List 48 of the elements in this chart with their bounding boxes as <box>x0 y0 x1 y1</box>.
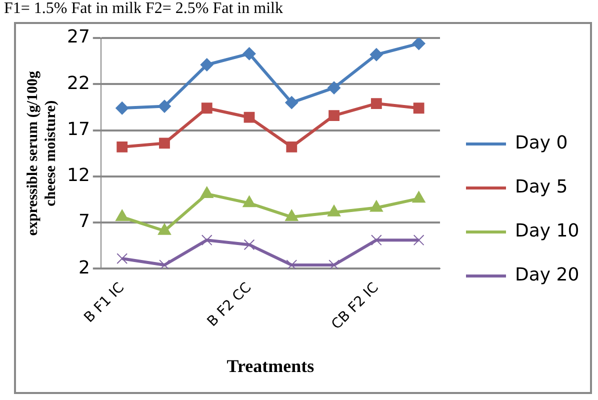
point <box>116 210 129 222</box>
point <box>413 234 424 246</box>
point <box>370 98 382 109</box>
y-axis-title: expressible serum (g/100g cheese moisture) <box>24 70 59 236</box>
x-tick-label: B F2 CC <box>204 280 255 330</box>
y-tick-label: 27 <box>67 26 90 48</box>
point <box>370 234 382 246</box>
point <box>328 110 340 121</box>
point <box>327 204 341 216</box>
text: F1= 1.5% Fat in milk F2= 2.5% Fat in milk <box>4 0 283 18</box>
point <box>328 81 341 94</box>
y-tick-label: 2 <box>78 257 90 278</box>
point <box>116 141 128 152</box>
point <box>242 196 256 208</box>
point <box>370 48 383 62</box>
point <box>158 223 172 235</box>
point <box>328 260 340 269</box>
point <box>201 234 212 246</box>
point <box>159 138 170 149</box>
x-tick-label: CB F2 IC <box>328 280 382 333</box>
point <box>370 200 383 212</box>
point <box>159 260 170 269</box>
y-tick-label: 17 <box>67 118 90 140</box>
y-tick-label: 7 <box>78 211 90 232</box>
point <box>116 102 129 115</box>
y-tick-label: 22 <box>67 72 90 94</box>
x-tick-label: B F1 IC <box>81 280 128 326</box>
point <box>200 186 214 198</box>
point <box>116 253 128 264</box>
point <box>412 191 426 203</box>
point <box>244 112 255 123</box>
point <box>412 38 426 50</box>
legend-label: Day 10 <box>515 220 580 242</box>
legend-label: Day 5 <box>515 176 568 198</box>
point <box>244 239 255 250</box>
y-tick-label: 12 <box>67 165 90 186</box>
point <box>158 100 171 113</box>
point <box>242 47 256 60</box>
x-axis-title: Treatments <box>226 356 314 376</box>
point <box>286 141 298 152</box>
legend-label: Day 0 <box>515 132 568 154</box>
point <box>200 58 214 72</box>
point <box>413 102 424 114</box>
point <box>286 260 298 269</box>
point <box>201 102 212 114</box>
legend-label: Day 20 <box>515 264 580 286</box>
point <box>285 210 298 222</box>
point <box>285 96 298 110</box>
